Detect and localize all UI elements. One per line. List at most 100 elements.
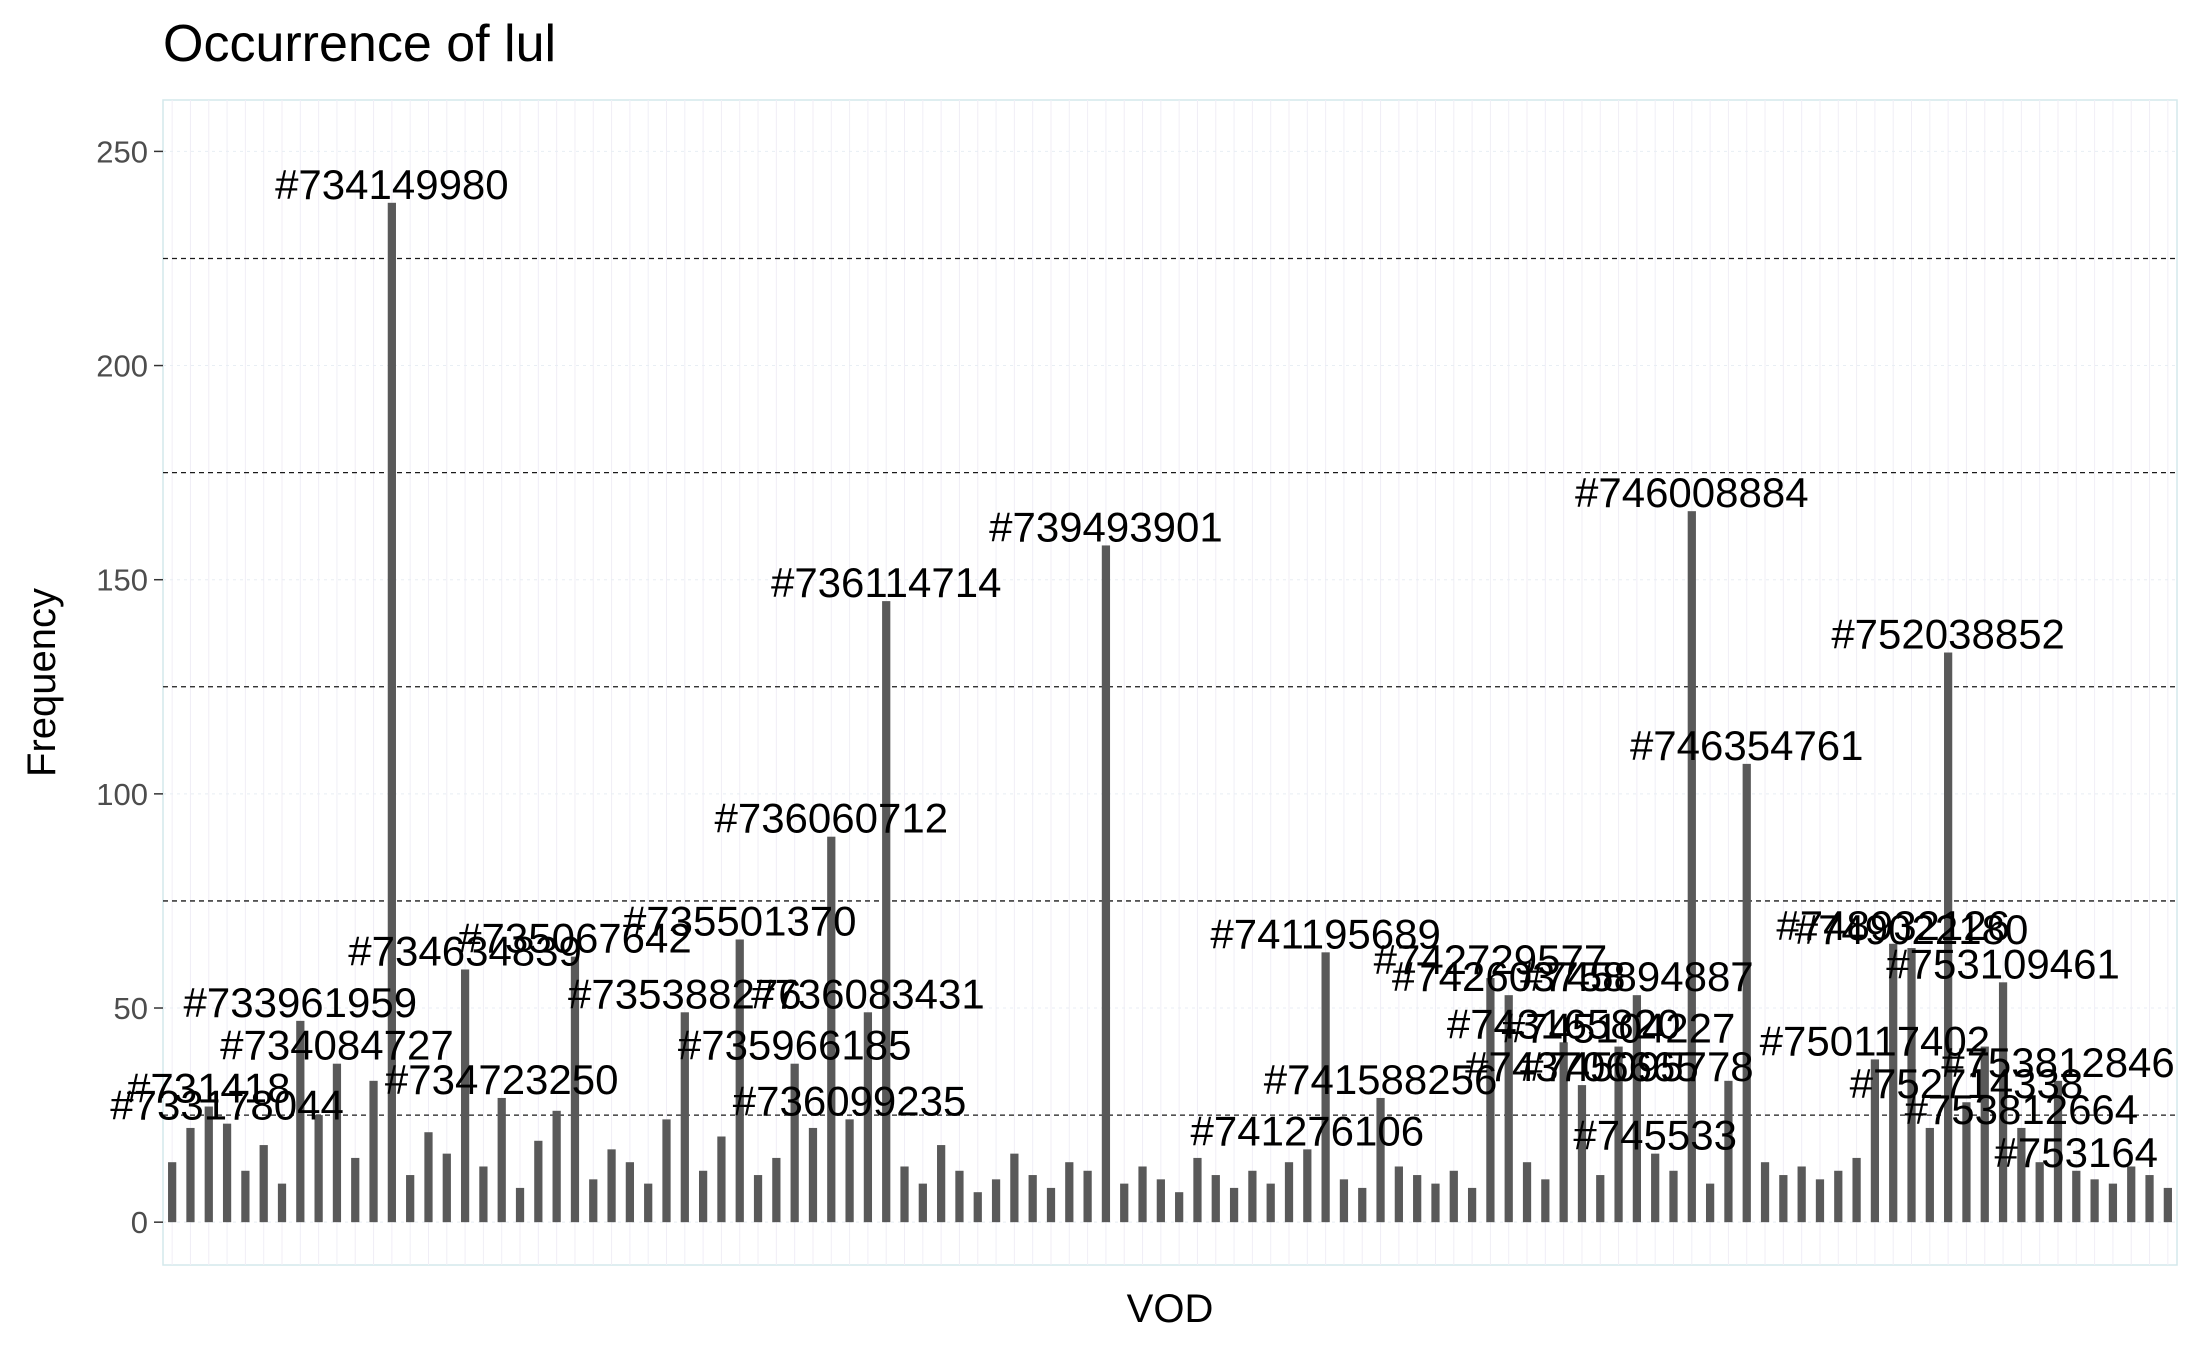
bar: [1175, 1192, 1184, 1223]
bar-label: #753812846: [1941, 1039, 2175, 1086]
bar: [387, 202, 396, 1223]
bar: [479, 1166, 488, 1223]
bar: [790, 1063, 799, 1223]
bar: [1596, 1175, 1605, 1223]
bar: [1687, 511, 1696, 1223]
bar: [1779, 1175, 1788, 1223]
bar-label: #734723250: [385, 1056, 619, 1103]
bar: [827, 836, 836, 1223]
y-tick-label: 250: [96, 134, 148, 169]
bar: [1028, 1175, 1037, 1223]
bar: [973, 1192, 982, 1223]
bar: [1467, 1187, 1477, 1223]
bar-label: #735501370: [623, 897, 857, 944]
bar: [1193, 1157, 1202, 1223]
bar-label: #746354761: [1630, 722, 1864, 769]
bar: [1010, 1153, 1019, 1223]
bar: [625, 1162, 635, 1223]
bar: [552, 1110, 561, 1223]
bar: [735, 939, 744, 1223]
bar: [332, 1063, 342, 1223]
chart-title: Occurrence of lul: [163, 15, 557, 73]
bar: [1541, 1179, 1550, 1223]
bar: [1870, 1059, 1880, 1223]
bar: [1156, 1179, 1165, 1223]
bar: [753, 1175, 763, 1223]
bar: [2072, 1170, 2081, 1223]
bar: [882, 601, 891, 1223]
bar: [680, 1012, 689, 1223]
bar: [442, 1153, 451, 1223]
bar: [1101, 545, 1111, 1223]
bar-label: #745104227: [1502, 1005, 1736, 1052]
bar: [1669, 1170, 1678, 1223]
bar-labels: #734149980 #739493901 #746008884 #736114714…: [110, 161, 2175, 1176]
bar: [1998, 982, 2008, 1223]
bar: [698, 1170, 708, 1223]
bar: [534, 1140, 543, 1223]
bar: [1339, 1179, 1349, 1223]
bar-label: #752038852: [1831, 611, 2065, 658]
bar-label: #745894887: [1520, 953, 1754, 1000]
bar: [497, 1097, 506, 1223]
bar-label: #750117402: [1760, 1017, 1990, 1064]
bar: [168, 1162, 177, 1223]
bar-label: #743706665: [1465, 1043, 1699, 1090]
bar: [937, 1145, 946, 1223]
bar-label: #739493901: [989, 503, 1223, 550]
y-tick-label: 200: [96, 349, 148, 384]
bar-label: #734634839: [348, 927, 582, 974]
bar: [2145, 1175, 2154, 1223]
axes: 0 50 100 150 200 250: [96, 134, 163, 1240]
bar: [570, 956, 580, 1223]
bar: [1907, 948, 1916, 1223]
bar-label: #752714338: [1850, 1060, 2084, 1107]
bar: [1266, 1183, 1275, 1223]
bar: [1797, 1166, 1806, 1223]
bar-label: #745095778: [1520, 1043, 1754, 1090]
bar: [607, 1149, 616, 1223]
bar: [1742, 763, 1751, 1223]
bar-label: #734149980: [275, 161, 509, 208]
bar: [1724, 1080, 1733, 1223]
bar-label: #746008884: [1575, 469, 1809, 516]
bar: [369, 1080, 378, 1223]
bar: [1413, 1175, 1422, 1223]
bar: [1046, 1187, 1056, 1223]
bar: [1504, 995, 1513, 1223]
bar: [460, 969, 470, 1223]
bar: [955, 1170, 964, 1223]
bar: [2127, 1166, 2136, 1223]
bar-label: #733178044: [110, 1082, 344, 1129]
bars: [168, 202, 2172, 1223]
bar-label: #736099235: [733, 1077, 967, 1124]
bar: [845, 1119, 854, 1223]
bar: [2017, 1127, 2026, 1223]
bar-label: #735067642: [458, 915, 692, 962]
bar: [1944, 652, 1953, 1223]
bar: [918, 1183, 927, 1223]
bar: [241, 1170, 250, 1223]
bar: [1229, 1187, 1239, 1223]
bar: [1980, 1046, 1989, 1223]
bar: [863, 1012, 873, 1223]
bar: [1925, 1127, 1934, 1223]
bar: [1120, 1183, 1129, 1223]
bar: [1705, 1183, 1715, 1223]
bar-label: #743165820: [1447, 1000, 1681, 1047]
bar: [222, 1123, 232, 1223]
bar: [406, 1175, 415, 1223]
bar: [991, 1179, 1001, 1223]
bar: [204, 1106, 213, 1223]
bar: [2035, 1162, 2044, 1223]
x-axis-title: VOD: [1127, 1287, 1214, 1331]
bar-label: #736114714: [771, 559, 1001, 606]
bar-label: #753164: [1995, 1129, 2159, 1176]
bar: [644, 1183, 653, 1223]
plot-panel: [162, 99, 2178, 1266]
bar: [1065, 1162, 1074, 1223]
bar-label: #735966185: [678, 1022, 912, 1069]
y-axis-title: Frequency: [20, 588, 64, 777]
bar: [1889, 943, 1898, 1223]
